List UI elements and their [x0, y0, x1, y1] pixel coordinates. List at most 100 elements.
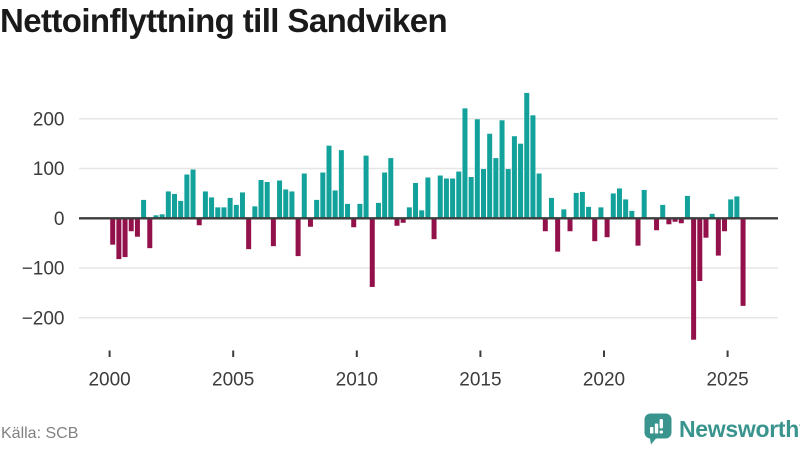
x-tick-label-2020: 2020	[583, 370, 625, 391]
newsworthy-icon	[644, 413, 672, 445]
bar-2018-Q2	[561, 209, 567, 219]
bar-2016-Q1	[505, 169, 511, 219]
bar-2023-Q3	[691, 218, 697, 340]
y-tick-label-200: 200	[33, 109, 65, 130]
y-tick-label-100: 100	[33, 159, 65, 180]
bar-2022-Q2	[660, 204, 666, 219]
bar-2010-Q4	[375, 202, 381, 219]
bar-2015-Q4	[499, 120, 505, 219]
bar-2012-Q2	[413, 182, 419, 219]
bar-2008-Q2	[314, 199, 320, 219]
y-tick-label--100: −100	[22, 259, 65, 280]
bar-2000-Q4	[128, 218, 134, 232]
bar-2011-Q3	[394, 218, 400, 226]
bar-2005-Q1	[233, 204, 239, 219]
chart-title: Nettoinflyttning till Sandviken	[0, 2, 448, 39]
bar-2005-Q2	[239, 192, 245, 219]
bar-2023-Q4	[697, 218, 703, 281]
bar-2008-Q3	[320, 172, 326, 219]
bar-2017-Q4	[548, 197, 554, 219]
bar-2023-Q2	[684, 195, 690, 219]
bar-2016-Q2	[511, 136, 517, 219]
bar-2001-Q4	[153, 215, 159, 219]
newsworthy-logo[interactable]: Newsworthy	[644, 413, 800, 445]
bar-2000-Q1	[110, 218, 116, 245]
bar-2006-Q2	[264, 181, 270, 219]
bar-2006-Q3	[270, 218, 276, 247]
bar-2006-Q1	[258, 179, 264, 219]
x-tick-label-2000: 2000	[88, 370, 130, 391]
bar-2014-Q2	[462, 108, 468, 219]
bar-2008-Q1	[307, 218, 313, 227]
bar-2002-Q3	[172, 193, 177, 219]
x-tick-label-2010: 2010	[336, 370, 378, 391]
bar-2010-Q1	[357, 203, 363, 219]
bar-2025-Q2	[734, 196, 740, 219]
bar-2007-Q4	[301, 173, 307, 219]
bar-2007-Q3	[295, 218, 301, 257]
bar-2016-Q3	[518, 143, 524, 219]
bar-2012-Q4	[425, 177, 431, 219]
bar-2005-Q3	[246, 218, 252, 250]
bar-2003-Q1	[184, 174, 190, 219]
bar-2015-Q3	[493, 158, 499, 219]
bar-2002-Q2	[165, 191, 171, 219]
bar-2014-Q4	[474, 119, 480, 219]
bar-2004-Q3	[221, 207, 227, 219]
bar-2022-Q4	[672, 218, 678, 222]
newsworthy-wordmark: Newsworthy	[679, 415, 800, 442]
bar-2019-Q3	[592, 218, 598, 242]
bar-2020-Q3	[616, 188, 622, 219]
bar-2006-Q4	[277, 180, 283, 219]
bar-2022-Q3	[666, 218, 672, 225]
bar-2021-Q3	[641, 189, 647, 219]
x-tick-label-2005: 2005	[212, 370, 254, 391]
bar-2023-Q1	[678, 218, 684, 224]
bar-2004-Q1	[209, 197, 215, 219]
bar-2021-Q1	[629, 210, 635, 219]
bar-2012-Q3	[419, 210, 425, 219]
bar-2024-Q1	[703, 218, 709, 238]
bar-2025-Q3	[740, 218, 746, 306]
bar-2018-Q1	[555, 218, 561, 252]
bar-2005-Q4	[252, 206, 258, 219]
bar-2003-Q2	[190, 169, 196, 219]
x-tick-label-2015: 2015	[459, 370, 501, 391]
x-tick-label-2025: 2025	[706, 370, 748, 391]
bar-2018-Q3	[567, 218, 573, 232]
bar-2008-Q4	[326, 145, 332, 219]
bar-2017-Q1	[530, 115, 536, 219]
bar-2011-Q4	[400, 218, 406, 223]
bar-2011-Q2	[388, 158, 394, 219]
bar-2001-Q2	[141, 199, 147, 219]
bar-2013-Q2	[437, 175, 443, 219]
bar-2024-Q2	[709, 213, 715, 219]
bar-2024-Q3	[715, 218, 721, 256]
bar-2013-Q4	[450, 178, 456, 219]
bar-2007-Q1	[283, 189, 289, 219]
bar-2020-Q4	[623, 199, 629, 219]
bar-2020-Q1	[604, 218, 610, 238]
bar-2011-Q1	[382, 172, 388, 219]
bar-2009-Q1	[332, 190, 338, 219]
source-label: Källa: SCB	[1, 425, 79, 442]
bar-2000-Q3	[122, 218, 128, 258]
bar-2013-Q1	[431, 218, 437, 240]
bar-2003-Q4	[202, 191, 208, 219]
bar-2014-Q1	[456, 171, 462, 219]
bar-2012-Q1	[406, 207, 412, 219]
bar-2004-Q2	[215, 207, 221, 219]
bar-2003-Q3	[196, 218, 202, 226]
bar-2009-Q2	[338, 150, 344, 219]
bar-2019-Q4	[598, 207, 604, 219]
bar-2015-Q1	[481, 169, 486, 219]
bar-2021-Q2	[635, 218, 641, 246]
bar-2007-Q2	[289, 191, 295, 219]
bar-2014-Q3	[468, 177, 474, 219]
bar-2013-Q3	[443, 178, 449, 219]
bar-2001-Q3	[147, 218, 153, 249]
bar-2004-Q4	[227, 197, 233, 219]
bar-2000-Q2	[116, 218, 122, 260]
bar-2017-Q3	[542, 218, 548, 232]
